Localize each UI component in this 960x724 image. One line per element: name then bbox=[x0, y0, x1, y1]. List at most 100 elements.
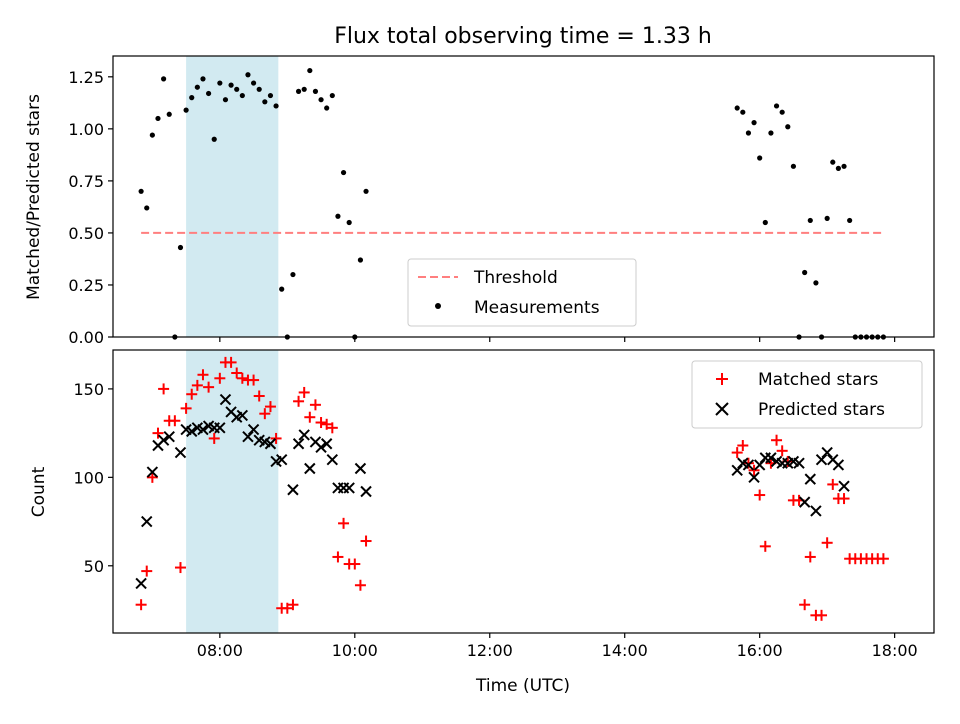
predicted-stars-point bbox=[292, 438, 305, 450]
matched-stars-point bbox=[186, 388, 198, 400]
measurements-point bbox=[144, 205, 150, 211]
matched-stars-point bbox=[135, 599, 147, 611]
measurements-point bbox=[346, 219, 352, 226]
measurements-point bbox=[785, 124, 791, 130]
predicted-stars-point bbox=[821, 446, 833, 459]
measurements-point bbox=[312, 88, 319, 94]
predicted-stars-point bbox=[343, 482, 355, 494]
measurements-point bbox=[166, 111, 172, 117]
matched-stars-point bbox=[304, 411, 316, 423]
top-axes-frame bbox=[112, 55, 935, 338]
predicted-stars-point bbox=[753, 459, 766, 471]
measurements-point bbox=[734, 105, 740, 111]
x-tick-label: 12:00 bbox=[467, 641, 513, 660]
measurements-point bbox=[183, 107, 189, 113]
top-y-axis-label: Matched/Predicted stars bbox=[24, 94, 44, 300]
predicted-stars-point bbox=[219, 393, 232, 406]
legend-threshold-label: Threshold bbox=[473, 268, 558, 288]
matched-stars-point bbox=[771, 434, 783, 446]
predicted-stars-point bbox=[242, 430, 254, 443]
predicted-stars-point bbox=[186, 425, 198, 438]
predicted-stars-point bbox=[793, 457, 805, 469]
measurements-point bbox=[335, 213, 341, 219]
measurements-point bbox=[363, 188, 369, 194]
predicted-stars-point bbox=[748, 471, 760, 484]
predicted-stars-point bbox=[832, 459, 845, 471]
measurements-point bbox=[222, 97, 229, 103]
matched-stars-point bbox=[754, 489, 766, 501]
measurements-point bbox=[324, 105, 330, 111]
legend-predicted-label: Predicted stars bbox=[758, 400, 885, 420]
predicted-stars-point bbox=[298, 429, 310, 441]
matched-stars-point bbox=[152, 427, 164, 439]
predicted-stars-point bbox=[135, 577, 147, 590]
measurements-point bbox=[228, 82, 234, 88]
matched-stars-point bbox=[321, 418, 333, 430]
x-tick-label: 16:00 bbox=[737, 641, 783, 660]
measurements-point bbox=[149, 132, 155, 138]
measurements-point bbox=[290, 271, 296, 278]
measurements-point bbox=[790, 163, 797, 169]
measurements-point bbox=[200, 76, 206, 82]
predicted-stars-point bbox=[838, 480, 850, 492]
matched-stars-point bbox=[309, 399, 321, 411]
measurements-point bbox=[847, 217, 853, 224]
matched-stars-point bbox=[191, 379, 203, 391]
predicted-stars-point bbox=[146, 466, 159, 478]
matched-stars-point bbox=[141, 565, 153, 577]
measurements-point bbox=[307, 67, 313, 74]
y-tick-label: 1.25 bbox=[68, 68, 104, 87]
matched-stars-point bbox=[253, 390, 265, 402]
measurements-point bbox=[211, 136, 217, 142]
bottom-legend-box bbox=[691, 360, 923, 429]
measurements-point bbox=[830, 159, 836, 165]
predicted-stars-point bbox=[731, 464, 743, 476]
matched-stars-point bbox=[298, 386, 310, 398]
matched-stars-point bbox=[804, 551, 816, 563]
bottom-y-axis-label: Count bbox=[29, 466, 49, 517]
measurements-point bbox=[161, 76, 167, 82]
legend-matched-swatch bbox=[716, 373, 728, 385]
measurements-point bbox=[329, 92, 335, 99]
predicted-stars-point bbox=[315, 441, 327, 453]
bottom-legend: Matched stars Predicted stars bbox=[691, 360, 923, 429]
matched-stars-point bbox=[214, 372, 226, 384]
matched-stars-point bbox=[225, 356, 237, 368]
y-tick-label: 0.25 bbox=[68, 276, 104, 295]
predicted-stars-point bbox=[247, 423, 260, 436]
predicted-stars-point bbox=[326, 453, 339, 466]
y-tick-label: 1.00 bbox=[68, 120, 104, 139]
measurements-point bbox=[189, 95, 195, 101]
matched-stars-point bbox=[259, 408, 271, 420]
measurements-point bbox=[250, 80, 257, 86]
y-tick-label: 0.75 bbox=[68, 172, 104, 191]
measurements-point bbox=[745, 130, 752, 136]
measurements-point bbox=[779, 109, 785, 115]
matched-stars-point bbox=[287, 599, 299, 611]
measurements-point bbox=[768, 130, 774, 136]
matched-stars-point bbox=[877, 553, 889, 565]
top-legend-box bbox=[407, 258, 637, 327]
measurements-point bbox=[740, 109, 746, 115]
predicted-stars-point bbox=[354, 462, 367, 475]
measurements-point bbox=[234, 86, 240, 92]
x-tick-label: 10:00 bbox=[332, 641, 378, 660]
measurements-point bbox=[757, 155, 763, 161]
observing-window-span bbox=[186, 350, 279, 633]
measurements-point bbox=[138, 188, 144, 194]
matched-stars-point bbox=[332, 551, 344, 563]
matched-stars-point bbox=[816, 609, 828, 621]
predicted-stars-point bbox=[304, 462, 316, 475]
matched-stars-point bbox=[827, 478, 839, 490]
measurements-point bbox=[295, 88, 302, 94]
matched-stars-point bbox=[197, 369, 209, 381]
y-tick-label: 100 bbox=[73, 468, 104, 487]
measurements-point bbox=[217, 80, 223, 86]
matched-stars-point bbox=[270, 432, 282, 444]
matched-stars-point bbox=[799, 599, 811, 611]
measurements-point bbox=[273, 103, 279, 109]
matched-stars-point bbox=[360, 535, 372, 547]
matched-stars-point bbox=[293, 395, 305, 407]
predicted-stars-point bbox=[214, 422, 226, 434]
matched-stars-point bbox=[338, 517, 350, 529]
